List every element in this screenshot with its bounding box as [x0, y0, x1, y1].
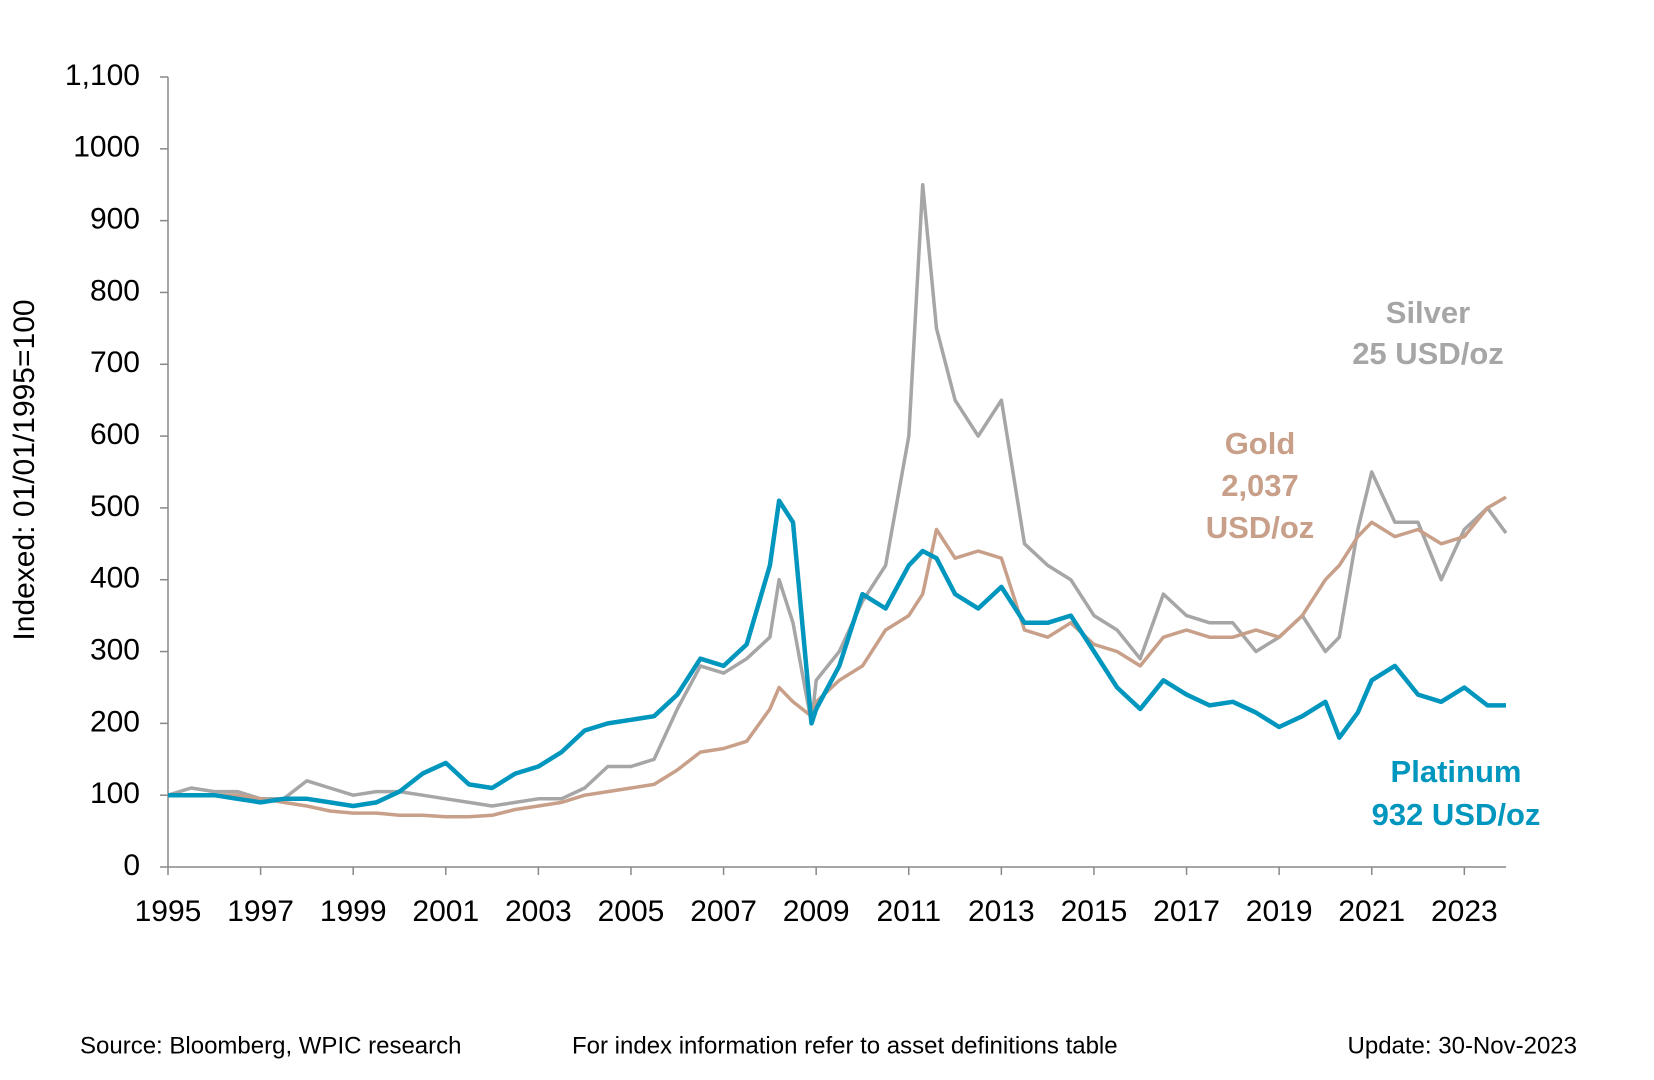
series-annotation: USD/oz — [1206, 510, 1315, 545]
x-tick-label: 2019 — [1246, 895, 1313, 928]
x-tick-label: 2023 — [1431, 895, 1498, 928]
x-tick-label: 2017 — [1153, 895, 1220, 928]
x-tick-label: 2013 — [968, 895, 1035, 928]
series-annotation: 932 USD/oz — [1372, 797, 1541, 832]
x-tick-label: 2011 — [877, 895, 942, 928]
y-tick-label: 1000 — [73, 131, 140, 164]
series-line — [168, 498, 1506, 809]
x-tick-label: 1995 — [135, 895, 202, 928]
y-tick-label: 100 — [90, 777, 140, 810]
x-tick-label: 1999 — [320, 895, 387, 928]
y-tick-label: 200 — [90, 705, 140, 738]
x-tick-label: 2001 — [412, 895, 479, 928]
y-axis-label: Indexed: 01/01/1995=100 — [8, 299, 41, 640]
y-tick-label: 800 — [90, 274, 140, 307]
series-annotation: Silver — [1386, 295, 1470, 330]
y-tick-label: 600 — [90, 418, 140, 451]
x-tick-label: 2021 — [1338, 895, 1405, 928]
y-tick-label: 500 — [90, 490, 140, 523]
update: Update: 30-Nov-2023 — [1348, 1032, 1577, 1059]
x-tick-label: 2003 — [505, 895, 572, 928]
note: For index information refer to asset def… — [572, 1032, 1118, 1059]
y-tick-label: 0 — [123, 849, 140, 882]
x-tick-label: 2007 — [690, 895, 757, 928]
y-tick-label: 1,100 — [65, 59, 140, 92]
series-annotation: Platinum — [1391, 754, 1522, 789]
source: Source: Bloomberg, WPIC research — [80, 1032, 461, 1059]
x-tick-label: 2015 — [1061, 895, 1128, 928]
x-tick-label: 2005 — [598, 895, 665, 928]
x-tick-label: 2009 — [783, 895, 850, 928]
y-tick-label: 300 — [90, 633, 140, 666]
y-tick-label: 900 — [90, 203, 140, 236]
series-annotation: 2,037 — [1221, 468, 1299, 503]
y-tick-label: 400 — [90, 562, 140, 595]
series-annotation: 25 USD/oz — [1352, 336, 1504, 371]
y-tick-label: 700 — [90, 346, 140, 379]
x-tick-label: 1997 — [227, 895, 294, 928]
series-annotation: Gold — [1225, 426, 1296, 461]
series-line — [168, 495, 1507, 819]
